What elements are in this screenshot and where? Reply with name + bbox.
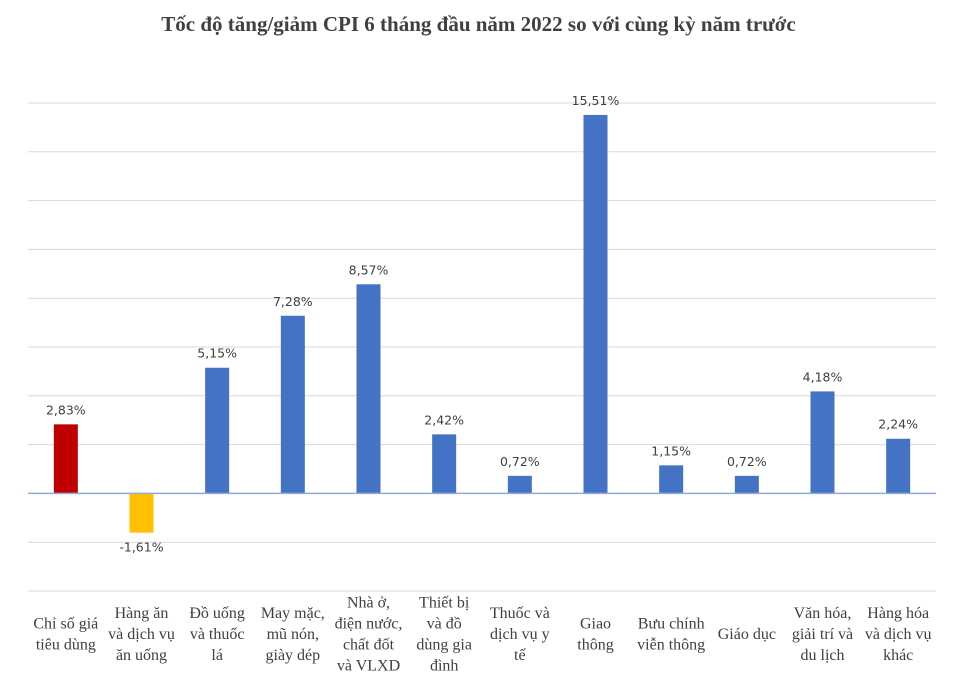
data-label: 5,15% bbox=[197, 346, 237, 361]
bar bbox=[886, 438, 911, 494]
category-label: May mặc, mũ nón, giày dép bbox=[261, 605, 325, 664]
data-label: 2,24% bbox=[878, 417, 918, 432]
data-label: 2,42% bbox=[424, 412, 464, 427]
data-label: 0,72% bbox=[500, 454, 540, 469]
bar bbox=[356, 284, 381, 494]
data-label: 0,72% bbox=[727, 454, 767, 469]
data-label: -1,61% bbox=[119, 540, 163, 555]
category-label: Thiết bị và đồ dùng gia đình bbox=[416, 595, 472, 675]
category-label: Giao thông bbox=[577, 616, 613, 654]
bar bbox=[129, 493, 154, 533]
category-label: Thuốc và dịch vụ y tế bbox=[490, 605, 550, 664]
category-label: Văn hóa, giải trí và du lịch bbox=[792, 605, 853, 664]
category-label: Hàng hóa và dịch vụ khác bbox=[865, 605, 932, 664]
bar bbox=[583, 114, 608, 494]
data-label: 2,83% bbox=[46, 402, 86, 417]
bar bbox=[280, 315, 305, 494]
data-label: 4,18% bbox=[803, 369, 843, 384]
category-label: Bưu chính viễn thông bbox=[637, 616, 705, 654]
category-label: Đồ uống và thuốc lá bbox=[189, 605, 245, 664]
bar bbox=[659, 465, 684, 494]
bar bbox=[734, 475, 759, 494]
category-label: Chỉ số giá tiêu dùng bbox=[33, 616, 98, 654]
bar bbox=[810, 391, 835, 494]
category-label: Hàng ăn và dịch vụ ăn uống bbox=[108, 605, 175, 664]
data-label: 7,28% bbox=[273, 294, 313, 309]
bar bbox=[507, 475, 532, 494]
data-label: 8,57% bbox=[349, 262, 389, 277]
category-label: Nhà ở, điện nước, chất đốt và VLXD bbox=[335, 595, 403, 675]
chart-title: Tốc độ tăng/giảm CPI 6 tháng đầu năm 202… bbox=[161, 12, 796, 36]
category-label: Giáo dục bbox=[718, 626, 776, 643]
bar bbox=[205, 367, 230, 494]
data-label: 15,51% bbox=[572, 93, 620, 108]
bar bbox=[432, 434, 457, 494]
data-label: 1,15% bbox=[651, 443, 691, 458]
bar bbox=[53, 424, 78, 494]
